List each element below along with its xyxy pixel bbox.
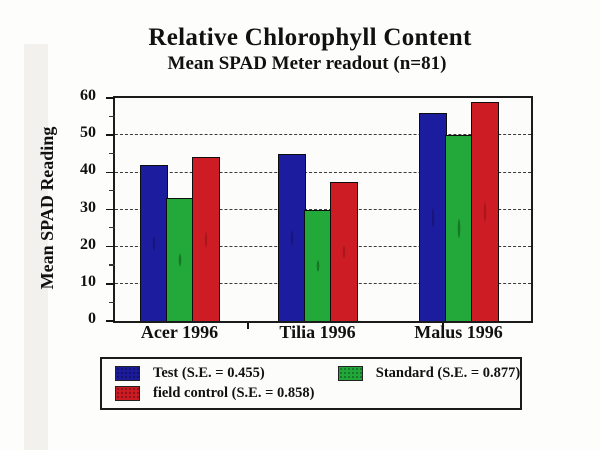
gridline <box>115 208 531 210</box>
legend-label: field control (S.E. = 0.858) <box>153 385 315 401</box>
category-label: Malus 1996 <box>414 322 503 342</box>
chart-legend: Test (S.E. = 0.455) Standard (S.E. = 0.87… <box>100 357 522 410</box>
y-axis-minor-tick <box>109 115 115 117</box>
bar <box>277 153 306 321</box>
y-tick-label: 50 <box>80 124 96 142</box>
legend-color-swatch <box>115 366 140 381</box>
y-axis-minor-tick <box>109 227 115 229</box>
bar-group <box>139 98 221 321</box>
legend-color-swatch <box>337 366 363 381</box>
bar-group <box>418 98 500 321</box>
chart-subtitle: Mean SPAD Meter readout (n=81) <box>167 53 447 74</box>
legend-item: Standard (S.E. = 0.877) <box>337 365 521 382</box>
y-axis-major-tick <box>106 320 115 322</box>
bar <box>444 135 473 321</box>
y-tick-label: 60 <box>80 87 96 104</box>
x-axis-category-labels: Acer 1996 Tilia 1996 Malus 1996 <box>113 322 529 344</box>
bar-group <box>277 98 359 321</box>
y-axis-major-tick <box>106 283 115 285</box>
y-axis-major-tick <box>106 97 115 99</box>
y-tick-label: 30 <box>80 198 96 216</box>
y-tick-label: 0 <box>88 310 96 327</box>
category-label: Tilia 1996 <box>279 322 356 342</box>
category-label: Acer 1996 <box>140 322 219 342</box>
gridline <box>115 171 531 173</box>
bar <box>418 112 447 321</box>
y-axis-major-tick <box>106 171 115 174</box>
x-axis-tick <box>247 323 249 329</box>
bar <box>192 157 221 321</box>
y-tick-label: 10 <box>80 272 96 290</box>
chart-title: Relative Chlorophyll Content <box>148 24 472 51</box>
y-tick-label: 20 <box>80 235 96 253</box>
y-tick-label: 40 <box>80 161 96 179</box>
y-axis-major-tick <box>106 134 115 136</box>
x-axis-tick <box>442 323 444 329</box>
y-axis-major-tick <box>106 208 115 211</box>
y-axis-tick-labels: 0 10 20 30 40 50 60 <box>52 87 102 327</box>
y-axis-minor-tick <box>109 152 115 155</box>
plot-area <box>106 96 533 329</box>
y-axis-minor-tick <box>109 190 115 192</box>
y-axis-minor-tick <box>109 264 115 266</box>
legend-item: Test (S.E. = 0.455) <box>115 365 338 382</box>
y-axis-major-tick <box>106 245 115 248</box>
bar <box>139 164 168 321</box>
legend-item: field control (S.E. = 0.858) <box>115 385 338 402</box>
legend-label: Test (S.E. = 0.455) <box>153 365 265 381</box>
legend-color-swatch <box>115 386 140 401</box>
scan-artifact-band <box>24 44 48 450</box>
bar <box>303 209 332 321</box>
gridline <box>115 134 531 136</box>
y-axis-minor-tick <box>109 301 115 303</box>
legend-label: Standard (S.E. = 0.877) <box>375 365 521 381</box>
bar <box>165 198 194 321</box>
bar <box>330 181 359 321</box>
bar <box>471 101 500 321</box>
